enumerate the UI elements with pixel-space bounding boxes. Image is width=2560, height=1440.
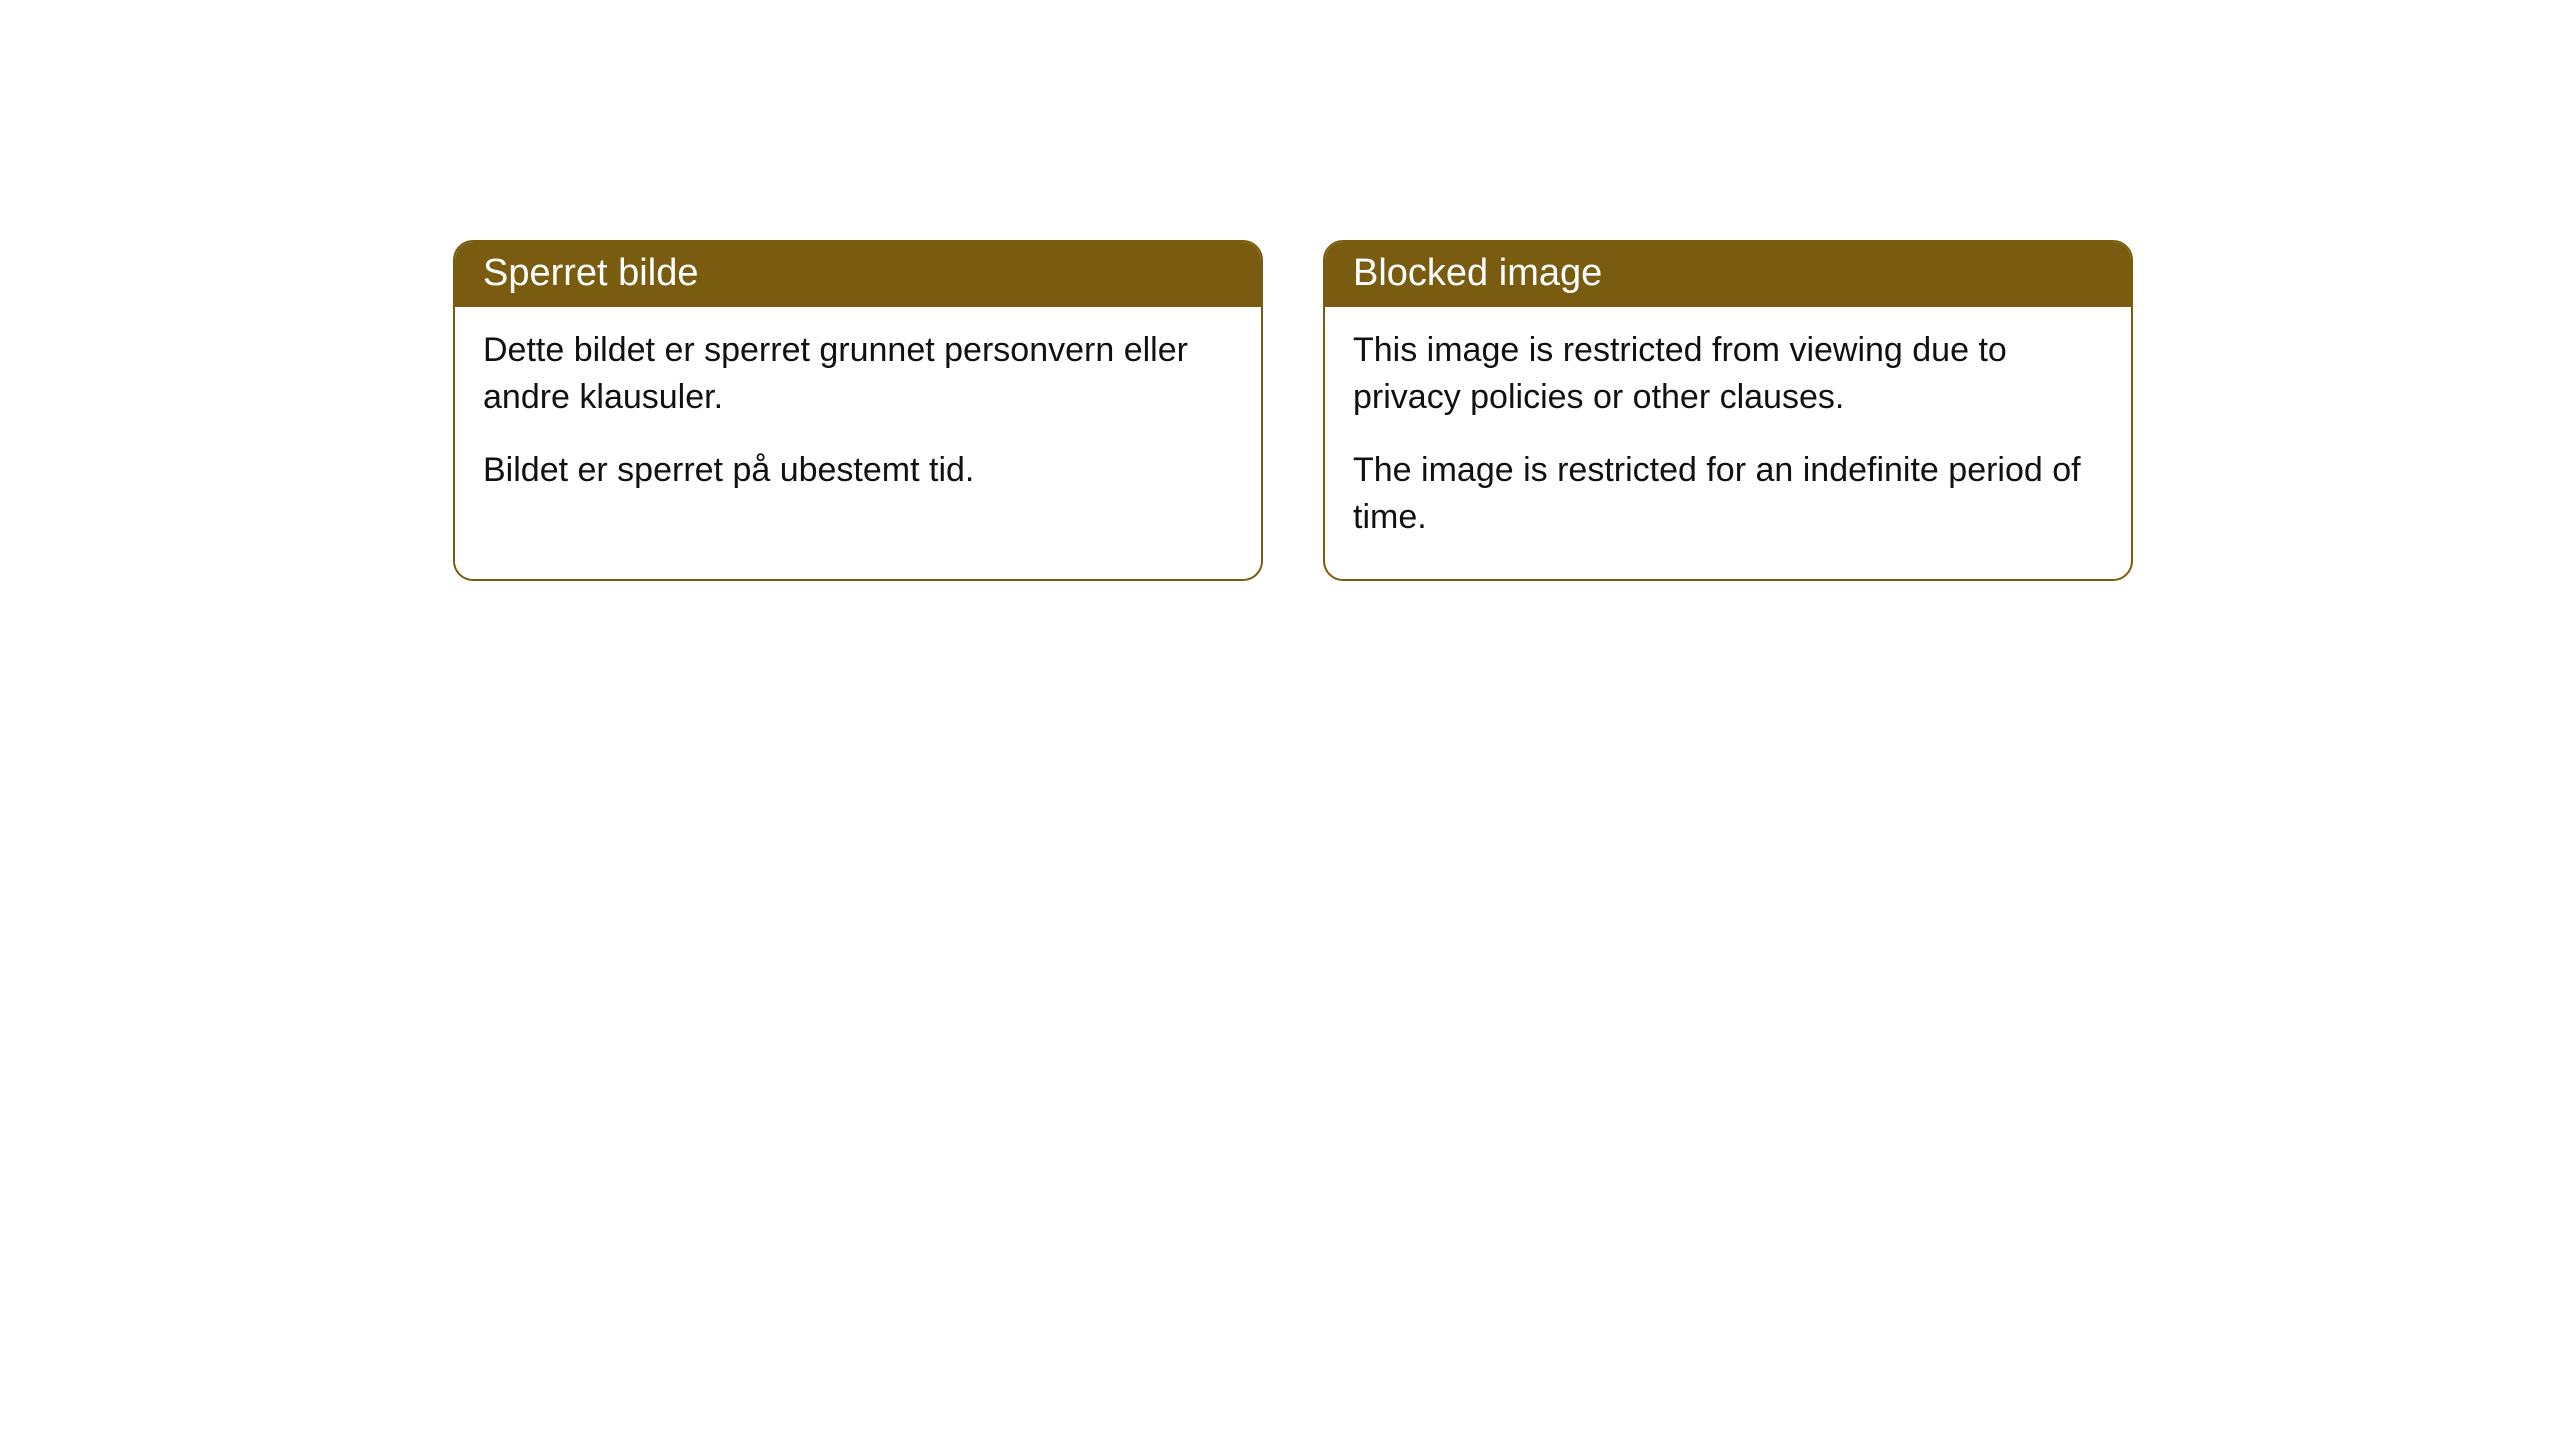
notice-body-en: This image is restricted from viewing du… [1325,307,2131,579]
notice-para1-en: This image is restricted from viewing du… [1353,327,2103,421]
notice-card-en: Blocked image This image is restricted f… [1323,240,2133,581]
notice-body-no: Dette bildet er sperret grunnet personve… [455,307,1261,532]
notice-card-no: Sperret bilde Dette bildet er sperret gr… [453,240,1263,581]
notice-header-en: Blocked image [1325,242,2131,307]
notice-header-no: Sperret bilde [455,242,1261,307]
notice-para2-en: The image is restricted for an indefinit… [1353,447,2103,541]
notice-para2-no: Bildet er sperret på ubestemt tid. [483,447,1233,494]
notice-para1-no: Dette bildet er sperret grunnet personve… [483,327,1233,421]
notice-container: Sperret bilde Dette bildet er sperret gr… [0,0,2560,581]
